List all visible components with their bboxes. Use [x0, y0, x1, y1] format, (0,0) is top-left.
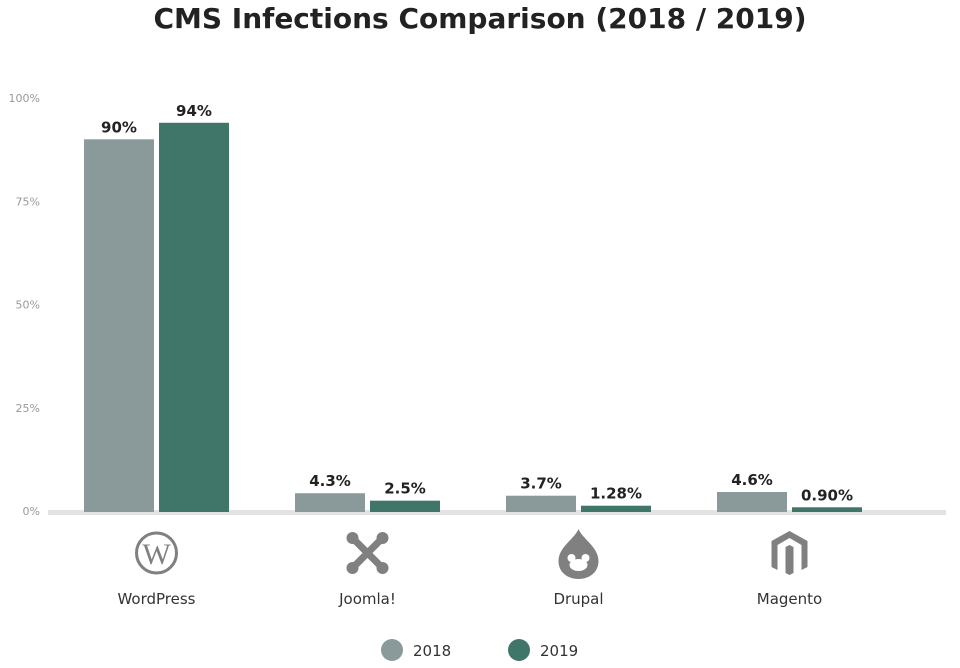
- data-label: 3.7%: [520, 475, 562, 493]
- bar-2018-joomla: [295, 493, 365, 512]
- y-tick-label: 75%: [16, 195, 40, 208]
- data-label: 4.6%: [731, 471, 773, 489]
- wordpress-icon: W: [135, 531, 178, 575]
- legend-label-2019: 2019: [540, 642, 578, 660]
- y-tick-label: 100%: [9, 92, 40, 105]
- bar-2018-magento: [717, 492, 787, 512]
- data-label: 4.3%: [309, 472, 351, 490]
- joomla-icon: [346, 532, 389, 574]
- data-label: 2.5%: [384, 480, 426, 498]
- x-tick-label: Drupal: [553, 590, 603, 608]
- data-label: 0.90%: [801, 486, 853, 504]
- bar-2019-wordpress: [159, 122, 229, 512]
- x-axis-line: [48, 510, 946, 515]
- chart-title: CMS Infections Comparison (2018 / 2019): [153, 2, 807, 35]
- x-tick-label: WordPress: [117, 590, 195, 608]
- x-tick-label: Joomla!: [338, 590, 396, 608]
- legend-label-2018: 2018: [413, 642, 451, 660]
- data-label: 90%: [101, 118, 137, 136]
- bar-2018-drupal: [506, 495, 576, 512]
- legend-marker-2018: [381, 639, 403, 661]
- bar-2019-magento: [792, 507, 862, 512]
- x-tick-label: Magento: [757, 590, 822, 608]
- bar-2019-joomla: [370, 500, 440, 512]
- y-tick-label: 25%: [16, 402, 40, 415]
- y-tick-label: 50%: [16, 299, 40, 312]
- svg-text:W: W: [142, 538, 171, 571]
- y-tick-label: 0%: [23, 505, 40, 518]
- bar-2019-drupal: [581, 505, 651, 512]
- bar-2018-wordpress: [84, 139, 154, 513]
- legend-marker-2019: [508, 639, 530, 661]
- data-label: 1.28%: [590, 485, 642, 503]
- drupal-icon: [558, 529, 599, 579]
- magento-icon: [771, 531, 808, 575]
- data-label: 94%: [176, 102, 212, 120]
